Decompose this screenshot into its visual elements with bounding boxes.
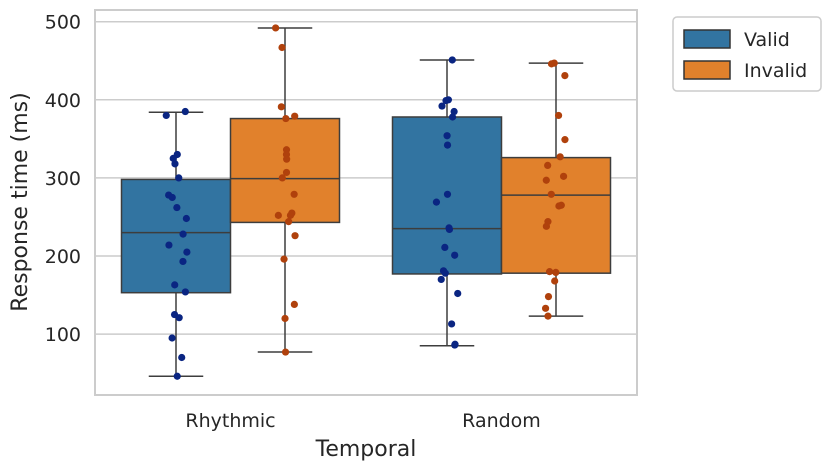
point-valid-random-11 xyxy=(445,225,454,234)
box-body-invalid-random xyxy=(500,156,612,274)
box-invalid-rhythmic xyxy=(229,27,341,353)
point-invalid-rhythmic-8 xyxy=(282,168,291,177)
x-tick-label-rhythmic: Rhythmic xyxy=(185,410,275,432)
point-invalid-rhythmic-0 xyxy=(272,24,280,32)
point-valid-rhythmic-14 xyxy=(171,281,179,289)
point-invalid-random-4 xyxy=(561,136,569,144)
point-valid-rhythmic-3 xyxy=(169,154,177,162)
y-tick-label-400: 400 xyxy=(45,90,81,112)
point-valid-random-6 xyxy=(443,132,451,140)
point-invalid-rhythmic-18 xyxy=(281,314,289,323)
legend-label-valid: Valid xyxy=(744,29,790,51)
box-body-valid-rhythmic xyxy=(120,178,232,294)
point-valid-rhythmic-7 xyxy=(168,193,176,202)
point-invalid-random-3 xyxy=(554,111,563,120)
y-tick-label-500: 500 xyxy=(45,12,81,34)
point-invalid-random-15 xyxy=(552,268,560,276)
legend-swatch-invalid xyxy=(683,60,731,80)
point-valid-rhythmic-19 xyxy=(178,353,186,362)
y-tick-label-100: 100 xyxy=(45,324,81,346)
point-invalid-rhythmic-14 xyxy=(285,218,293,226)
point-valid-rhythmic-11 xyxy=(165,241,173,249)
y-axis-title: Response time (ms) xyxy=(8,92,33,311)
point-invalid-random-2 xyxy=(561,71,569,80)
point-valid-rhythmic-12 xyxy=(183,248,191,256)
point-valid-rhythmic-13 xyxy=(179,257,187,266)
point-invalid-rhythmic-7 xyxy=(283,155,291,163)
point-valid-random-3 xyxy=(438,102,446,110)
point-valid-random-12 xyxy=(441,243,449,252)
point-valid-random-0 xyxy=(448,56,456,64)
point-valid-random-16 xyxy=(437,275,445,284)
point-invalid-random-7 xyxy=(559,172,568,180)
strip-points xyxy=(162,24,569,380)
boxes xyxy=(120,27,612,378)
y-tick-label-200: 200 xyxy=(45,246,81,268)
point-valid-rhythmic-0 xyxy=(181,107,189,116)
point-valid-rhythmic-9 xyxy=(182,214,190,223)
point-valid-random-2 xyxy=(442,96,450,105)
point-valid-random-5 xyxy=(448,113,457,121)
legend-label-invalid: Invalid xyxy=(744,60,807,82)
point-valid-rhythmic-18 xyxy=(168,334,176,342)
box-valid-rhythmic xyxy=(120,111,232,378)
x-tick-labels: Rhythmic Random xyxy=(185,410,540,432)
legend: Valid Invalid xyxy=(672,16,822,92)
point-invalid-rhythmic-3 xyxy=(291,112,299,120)
point-invalid-random-8 xyxy=(542,176,550,184)
point-invalid-rhythmic-13 xyxy=(286,211,295,219)
legend-swatch-valid xyxy=(683,29,731,49)
point-valid-random-9 xyxy=(432,198,441,206)
box-invalid-random xyxy=(500,62,612,317)
point-valid-rhythmic-1 xyxy=(162,111,170,120)
point-invalid-rhythmic-2 xyxy=(277,103,285,111)
point-invalid-rhythmic-17 xyxy=(290,300,298,309)
point-valid-rhythmic-8 xyxy=(173,203,181,212)
point-invalid-rhythmic-16 xyxy=(280,255,288,263)
point-invalid-random-13 xyxy=(542,222,550,230)
point-valid-random-18 xyxy=(448,320,456,328)
point-invalid-random-11 xyxy=(555,202,563,210)
point-invalid-random-6 xyxy=(544,161,552,170)
point-invalid-random-17 xyxy=(544,293,553,301)
point-invalid-random-14 xyxy=(545,268,554,276)
y-tick-labels: 100 200 300 400 500 xyxy=(45,12,81,346)
point-valid-rhythmic-15 xyxy=(181,288,189,296)
point-invalid-rhythmic-15 xyxy=(291,232,299,240)
point-valid-random-15 xyxy=(441,269,449,277)
x-axis-title: Temporal xyxy=(315,437,417,462)
point-valid-random-4 xyxy=(450,107,458,116)
point-valid-random-17 xyxy=(454,289,462,298)
point-invalid-random-5 xyxy=(556,153,564,161)
point-invalid-rhythmic-1 xyxy=(278,43,286,52)
point-valid-rhythmic-4 xyxy=(171,160,179,168)
point-valid-rhythmic-20 xyxy=(173,372,181,380)
point-invalid-random-16 xyxy=(551,277,559,285)
point-valid-rhythmic-17 xyxy=(175,314,183,322)
plot-frame xyxy=(94,9,638,396)
point-valid-random-7 xyxy=(443,141,452,149)
point-invalid-random-1 xyxy=(547,60,556,68)
point-invalid-rhythmic-10 xyxy=(290,190,298,198)
point-invalid-random-19 xyxy=(544,312,552,320)
y-tick-label-300: 300 xyxy=(45,168,81,190)
point-invalid-random-9 xyxy=(547,190,555,198)
point-valid-random-20 xyxy=(451,341,459,349)
point-valid-random-8 xyxy=(443,190,452,198)
point-invalid-rhythmic-12 xyxy=(274,211,282,219)
point-invalid-rhythmic-19 xyxy=(281,348,290,356)
point-invalid-rhythmic-9 xyxy=(278,174,286,182)
point-invalid-random-18 xyxy=(541,304,550,312)
point-valid-rhythmic-5 xyxy=(175,174,183,182)
x-tick-label-random: Random xyxy=(462,410,541,432)
point-invalid-rhythmic-4 xyxy=(282,114,290,123)
point-valid-rhythmic-10 xyxy=(179,230,187,238)
point-valid-random-13 xyxy=(451,251,459,259)
